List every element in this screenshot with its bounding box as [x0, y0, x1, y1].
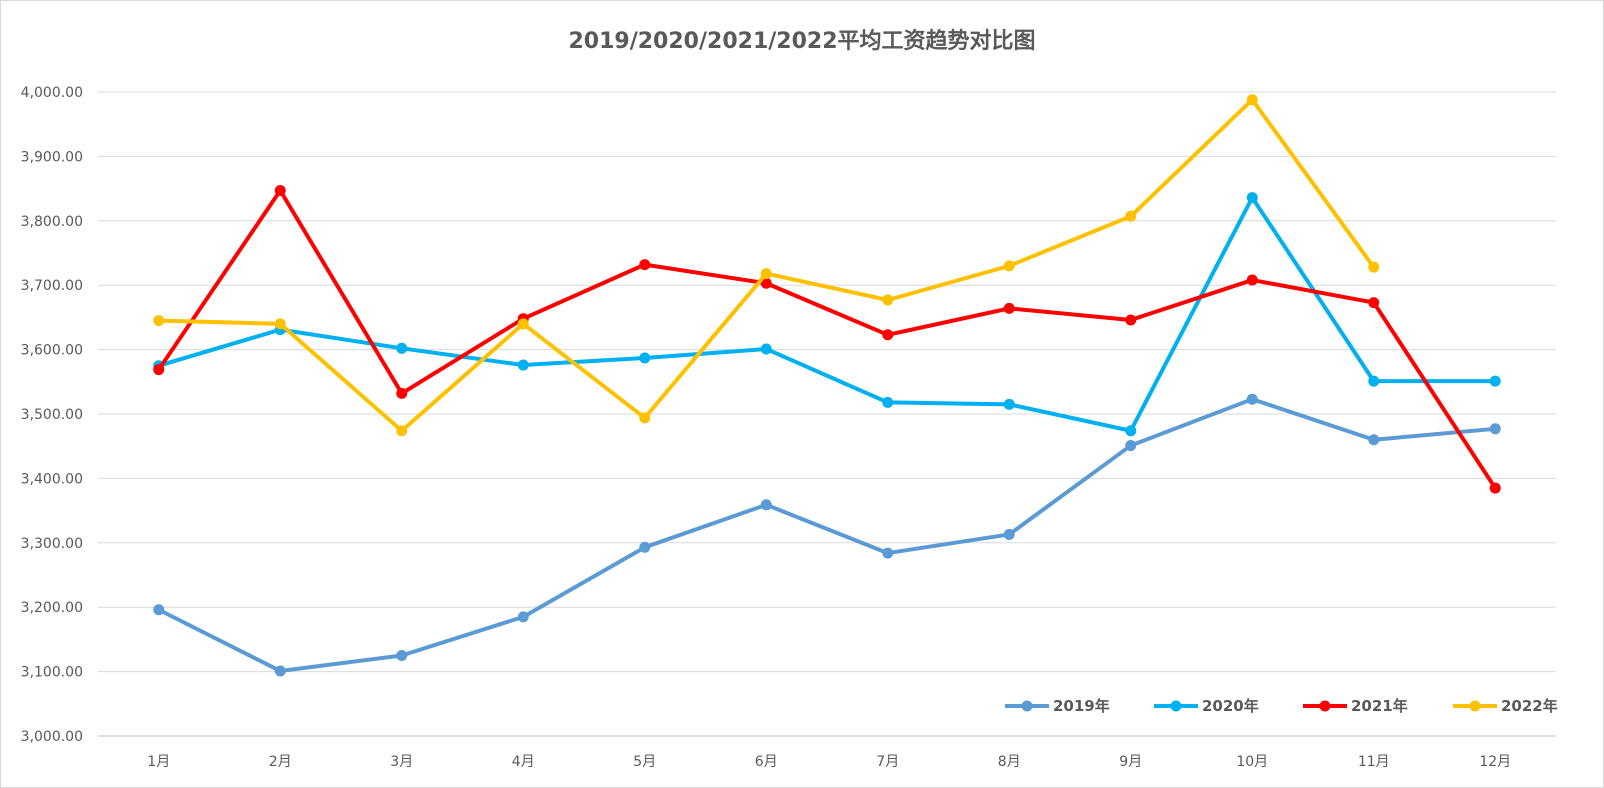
data-point: [1003, 528, 1015, 540]
y-tick-label: 3,300.00: [21, 536, 83, 552]
data-point: [396, 650, 408, 661]
y-tick-label: 3,200.00: [21, 600, 83, 616]
y-tick-label: 3,100.00: [21, 665, 83, 681]
data-point: [760, 343, 772, 355]
data-point: [396, 342, 408, 354]
y-tick-label: 3,000.00: [21, 729, 83, 745]
series-lines: [153, 94, 1501, 677]
gridlines: [98, 91, 1556, 737]
y-tick-label: 3,400.00: [21, 471, 83, 487]
data-point: [274, 318, 286, 330]
data-point: [1246, 274, 1258, 286]
data-point: [274, 665, 286, 677]
chart-title: 2019/2020/2021/2022平均工资趋势对比图: [568, 28, 1035, 54]
y-tick-label: 3,700.00: [21, 278, 83, 294]
legend-label: 2022年: [1501, 697, 1558, 715]
legend-swatch-marker: [1021, 700, 1033, 712]
data-point: [1368, 261, 1380, 273]
data-point: [639, 541, 651, 553]
legend-item: 2022年: [1453, 697, 1558, 715]
data-point: [1368, 434, 1380, 446]
data-point: [1003, 260, 1015, 272]
x-tick-label: 1月: [147, 754, 170, 770]
x-tick-label: 9月: [1119, 754, 1142, 770]
x-tick-label: 11月: [1358, 754, 1390, 770]
legend-swatch-marker: [1170, 700, 1182, 712]
series-line: [156, 195, 1498, 433]
x-tick-label: 4月: [512, 754, 535, 770]
data-point: [882, 396, 894, 408]
x-tick-label: 12月: [1479, 754, 1511, 770]
data-point: [1246, 393, 1258, 405]
x-tick-label: 2月: [269, 754, 292, 770]
x-tick-label: 5月: [633, 754, 656, 770]
data-point: [760, 268, 772, 280]
legend-label: 2019年: [1053, 697, 1110, 715]
series-4: [153, 94, 1380, 437]
x-tick-label: 6月: [755, 754, 778, 770]
data-point: [1368, 375, 1380, 387]
series-1: [153, 393, 1501, 677]
legend: 2019年 2020年 2021年 2022年: [1005, 697, 1558, 715]
x-tick-label: 7月: [876, 754, 899, 770]
x-tick-label: 3月: [390, 754, 413, 770]
y-tick-label: 3,500.00: [21, 407, 83, 423]
series-3: [153, 185, 1501, 494]
data-point: [274, 185, 286, 197]
data-point: [153, 364, 165, 376]
x-tick-label: 8月: [998, 754, 1021, 770]
legend-label: 2021年: [1351, 697, 1408, 715]
data-point: [517, 359, 529, 371]
data-point: [639, 412, 651, 424]
legend-swatch-marker: [1319, 700, 1331, 712]
data-point: [153, 604, 165, 616]
series-line: [156, 397, 1498, 673]
data-point: [1125, 425, 1137, 437]
data-point: [639, 259, 651, 271]
y-axis-tick-labels: 3,000.00 3,100.00 3,200.00 3,300.00 3,400.00…: [21, 85, 83, 745]
data-point: [882, 294, 894, 306]
y-tick-label: 3,800.00: [21, 214, 83, 230]
data-point: [760, 277, 772, 289]
data-point: [882, 547, 894, 559]
y-tick-label: 3,600.00: [21, 343, 83, 359]
y-tick-label: 3,900.00: [21, 149, 83, 165]
data-point: [153, 315, 165, 327]
legend-label: 2020年: [1202, 697, 1259, 715]
data-point: [1246, 192, 1258, 204]
data-point: [396, 387, 408, 399]
series-line: [156, 188, 1498, 491]
data-point: [396, 425, 408, 437]
data-point: [517, 318, 529, 330]
data-point: [1489, 423, 1501, 435]
data-point: [1003, 398, 1015, 410]
data-point: [882, 329, 894, 341]
data-point: [639, 352, 651, 364]
y-tick-label: 4,000.00: [21, 85, 83, 101]
legend-item: 2020年: [1154, 697, 1259, 715]
data-point: [517, 611, 529, 623]
data-point: [1125, 440, 1137, 452]
legend-item: 2019年: [1005, 697, 1110, 715]
data-point: [1246, 94, 1258, 106]
data-point: [1003, 302, 1015, 314]
data-point: [1489, 482, 1501, 494]
series-line: [156, 97, 1376, 433]
legend-swatch-marker: [1469, 700, 1481, 712]
x-tick-label: 10月: [1236, 754, 1268, 770]
data-point: [1125, 314, 1137, 326]
data-point: [1125, 210, 1137, 222]
data-point: [760, 499, 772, 511]
x-axis-tick-labels: 1月 2月 3月 4月 5月 6月 7月 8月 9月 10月 11月 12月: [147, 754, 1511, 770]
data-point: [1368, 297, 1380, 309]
data-point: [1489, 375, 1501, 387]
legend-item: 2021年: [1303, 697, 1408, 715]
